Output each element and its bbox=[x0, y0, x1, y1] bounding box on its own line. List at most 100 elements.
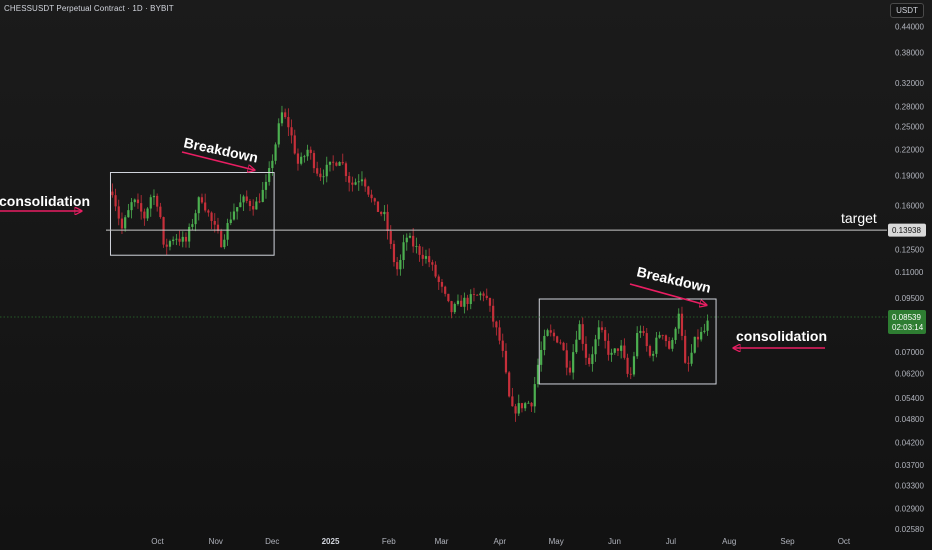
candle-body bbox=[412, 235, 415, 247]
candle bbox=[415, 237, 418, 254]
candle-body bbox=[514, 406, 517, 414]
candle bbox=[610, 348, 613, 362]
candle-body bbox=[556, 336, 559, 343]
candle bbox=[460, 295, 463, 307]
y-tick-label: 0.22000 bbox=[895, 145, 924, 154]
candle bbox=[658, 331, 661, 339]
candle-body bbox=[696, 336, 700, 340]
candle-body bbox=[140, 203, 143, 212]
currency-unit-button[interactable]: USDT bbox=[890, 3, 924, 18]
candle-body bbox=[258, 201, 261, 203]
y-tick-label: 0.16000 bbox=[895, 202, 924, 211]
candle bbox=[290, 119, 293, 144]
candle-body bbox=[351, 182, 354, 185]
left-breakdown-arrow-icon bbox=[181, 151, 254, 170]
candle bbox=[191, 218, 194, 231]
y-tick-label: 0.05400 bbox=[895, 394, 924, 403]
candle-body bbox=[552, 332, 556, 337]
candle-body bbox=[568, 367, 572, 373]
candle bbox=[111, 183, 114, 198]
x-tick-label: May bbox=[549, 537, 564, 546]
candle-body bbox=[511, 396, 514, 407]
candle-body bbox=[668, 341, 671, 349]
price-axis[interactable]: 0.44000 0.38000 0.32000 0.28000 0.25000 0.220… bbox=[888, 23, 926, 535]
candle bbox=[447, 293, 450, 303]
candle bbox=[696, 329, 700, 348]
candle bbox=[668, 336, 671, 350]
candle bbox=[405, 233, 408, 251]
y-tick-label: 0.03300 bbox=[895, 481, 924, 490]
candle-body bbox=[636, 333, 639, 357]
candle bbox=[399, 254, 402, 276]
candle-body bbox=[226, 223, 229, 240]
candle bbox=[252, 199, 255, 216]
candle bbox=[328, 161, 332, 172]
y-tick-label: 0.06200 bbox=[895, 370, 924, 379]
candle-body bbox=[354, 182, 357, 185]
candle-body bbox=[220, 231, 223, 248]
candle bbox=[367, 185, 370, 198]
candle-body bbox=[639, 330, 642, 334]
candle bbox=[508, 371, 511, 398]
candle-body bbox=[210, 212, 213, 221]
candle bbox=[354, 178, 357, 186]
candles-layer bbox=[111, 105, 709, 422]
candle bbox=[312, 150, 316, 173]
candle bbox=[418, 244, 421, 262]
candle bbox=[245, 190, 248, 204]
candle bbox=[376, 201, 380, 212]
candle bbox=[562, 341, 565, 351]
candle bbox=[213, 213, 216, 233]
candle-body bbox=[604, 329, 607, 341]
candle bbox=[264, 174, 268, 199]
candle-body bbox=[463, 297, 466, 307]
symbol-title[interactable]: CHESSUSDT Perpetual Contract · 1D · BYBI… bbox=[4, 4, 174, 13]
time-axis[interactable]: Oct Nov Dec 2025 Feb Mar Apr May Jun Jul Aug Sep Oct bbox=[151, 537, 851, 546]
candle bbox=[661, 334, 664, 340]
candle-body bbox=[562, 342, 565, 351]
candle bbox=[424, 249, 428, 264]
candle-body bbox=[616, 348, 620, 351]
candle-body bbox=[690, 352, 693, 364]
candle bbox=[440, 278, 444, 293]
candle-body bbox=[184, 236, 188, 242]
candle-body bbox=[447, 293, 450, 302]
candle bbox=[248, 199, 252, 212]
candle-body bbox=[296, 153, 300, 164]
candle-body bbox=[472, 294, 476, 295]
candle bbox=[700, 327, 703, 342]
candle-body bbox=[124, 217, 127, 229]
candle-body bbox=[207, 210, 210, 213]
bar-countdown-label: 02:03:14 bbox=[892, 323, 924, 332]
candle-body bbox=[127, 210, 130, 218]
candle bbox=[648, 344, 652, 358]
candle-body bbox=[469, 294, 472, 304]
candle bbox=[543, 329, 546, 356]
candle-body bbox=[204, 202, 207, 211]
candle-body bbox=[428, 256, 431, 263]
candle bbox=[639, 325, 642, 338]
candle bbox=[322, 169, 325, 185]
candle-body bbox=[120, 218, 124, 229]
candle-body bbox=[402, 242, 405, 261]
candle-body bbox=[143, 211, 146, 219]
candle bbox=[511, 387, 514, 407]
candle-body bbox=[338, 162, 341, 166]
candle bbox=[536, 358, 540, 388]
candle-body bbox=[277, 123, 280, 145]
candle bbox=[613, 348, 616, 355]
candle bbox=[408, 232, 412, 239]
candle bbox=[396, 257, 399, 276]
candle-body bbox=[543, 335, 546, 350]
candle bbox=[581, 317, 584, 351]
right-consolidation-label: consolidation bbox=[736, 328, 827, 344]
y-tick-label: 0.04200 bbox=[895, 439, 924, 448]
y-tick-label: 0.09500 bbox=[895, 294, 924, 303]
candle bbox=[652, 350, 655, 362]
y-tick-label: 0.04800 bbox=[895, 415, 924, 424]
x-tick-label: Oct bbox=[151, 537, 164, 546]
candle-body bbox=[626, 357, 629, 374]
candle bbox=[684, 329, 687, 364]
